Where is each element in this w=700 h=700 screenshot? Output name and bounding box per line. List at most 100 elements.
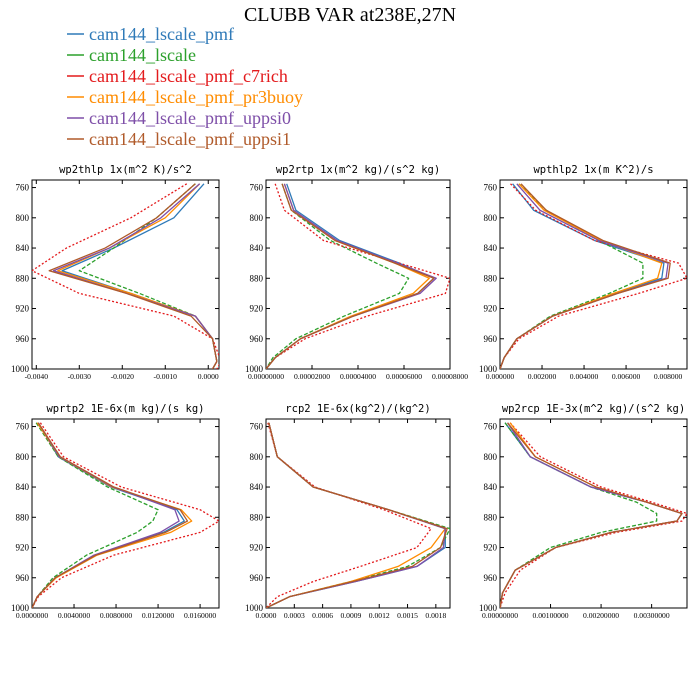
y-tick-label: 1000 (11, 364, 30, 374)
y-tick-label: 1000 (11, 603, 30, 613)
series-line (48, 183, 218, 369)
plot-frame (499, 179, 688, 370)
panel-title: wpthlp2 1x(m K^2)/s (533, 164, 653, 176)
series-line (500, 422, 683, 608)
chart-panel: wprtp2 1E-6x(m kg)/(s kg) 760 800 840 880 920… (11, 403, 220, 620)
y-tick-label: 880 (250, 512, 264, 522)
x-tick-label: 0.0160000 (184, 611, 216, 620)
legend-label: cam144_lscale (89, 45, 196, 65)
legend-entry: cam144_lscale_pmf_uppsi0 (67, 108, 291, 128)
series-line (266, 183, 437, 369)
x-tick-label: 0.002000 (528, 372, 557, 381)
x-tick-label: 0.0012 (369, 611, 390, 620)
x-tick-label: 0.00004000 (340, 372, 376, 381)
series-line (266, 183, 435, 369)
series-line (500, 183, 671, 369)
y-tick-label: 880 (484, 512, 498, 522)
y-tick-label: 840 (484, 482, 498, 492)
x-tick-label: 0.00200000 (583, 611, 619, 620)
legend-label: cam144_lscale_pmf_uppsi1 (89, 129, 291, 149)
y-tick-label: 800 (16, 213, 30, 223)
chart-panel: rcp2 1E-6x(kg^2)/(kg^2) 760 800 840 880 920 96… (245, 403, 451, 620)
x-tick-label: 0.0040000 (58, 611, 90, 620)
panel-title: wp2rtp 1x(m^2 kg)/(s^2 kg) (276, 164, 440, 176)
y-tick-label: 1000 (479, 603, 498, 613)
series-line (500, 183, 669, 369)
x-tick-label: 0.00002000 (294, 372, 330, 381)
legend-label: cam144_lscale_pmf_uppsi0 (89, 108, 291, 128)
x-tick-label: 0.0003 (284, 611, 305, 620)
y-tick-label: 760 (16, 422, 30, 432)
y-tick-label: 760 (250, 422, 264, 432)
y-tick-label: 1000 (245, 603, 264, 613)
series-line (32, 422, 219, 608)
x-tick-label: 0.00000000 (482, 611, 518, 620)
y-tick-label: 840 (250, 482, 264, 492)
series-line (32, 422, 189, 608)
series-line (32, 183, 219, 369)
y-tick-label: 840 (16, 243, 30, 253)
y-tick-label: 800 (16, 452, 30, 462)
series-line (266, 183, 410, 369)
chart-panel: wpthlp2 1x(m K^2)/s 760 800 840 880 920 960 100… (479, 164, 688, 381)
x-tick-label: 0.006000 (612, 372, 641, 381)
y-tick-label: 920 (16, 543, 30, 553)
y-tick-label: 840 (16, 482, 30, 492)
y-tick-label: 880 (16, 273, 30, 283)
y-tick-label: 840 (250, 243, 264, 253)
x-tick-label: -0.0010 (154, 372, 178, 381)
panel-title: wp2rcp 1E-3x(m^2 kg)/(s^2 kg) (502, 403, 685, 415)
series-line (500, 422, 683, 608)
legend-entry: cam144_lscale_pmf_pr3buoy (67, 87, 303, 107)
series-line (500, 183, 644, 369)
y-tick-label: 920 (484, 304, 498, 314)
y-tick-label: 880 (250, 273, 264, 283)
series-line (266, 422, 448, 608)
series-line (78, 183, 218, 369)
legend-label: cam144_lscale_pmf_pr3buoy (89, 87, 303, 107)
series-line (266, 183, 430, 369)
series-line (61, 183, 218, 369)
x-tick-label: 0.0018 (425, 611, 446, 620)
x-tick-label: 0.000000 (486, 372, 515, 381)
chart-panel: wp2rtp 1x(m^2 kg)/(s^2 kg) 760 800 840 880 92… (245, 164, 468, 381)
x-tick-label: 0.0000000 (16, 611, 48, 620)
x-tick-label: 0.008000 (654, 372, 683, 381)
series-line (32, 422, 159, 608)
y-tick-label: 840 (484, 243, 498, 253)
x-tick-label: 0.0015 (397, 611, 418, 620)
y-tick-label: 760 (484, 183, 498, 193)
panel-title: wp2thlp 1x(m^2 K)/s^2 (59, 164, 192, 176)
x-tick-label: 0.00100000 (533, 611, 569, 620)
y-tick-label: 880 (484, 273, 498, 283)
panel-title: rcp2 1E-6x(kg^2)/(kg^2) (285, 403, 430, 415)
plot-frame (31, 179, 220, 370)
y-tick-label: 920 (250, 543, 264, 553)
panels: wp2thlp 1x(m^2 K)/s^2 760 800 840 880 920 960 1… (11, 164, 688, 620)
y-tick-label: 920 (16, 304, 30, 314)
plot-frame (31, 418, 220, 609)
legend-label: cam144_lscale_pmf (89, 24, 234, 44)
legend-label: cam144_lscale_pmf_c7rich (89, 66, 288, 86)
y-tick-label: 960 (484, 573, 498, 583)
y-tick-label: 880 (16, 512, 30, 522)
series-line (266, 183, 435, 369)
legend: cam144_lscale_pmf cam144_lscale cam144_l… (67, 24, 303, 149)
x-tick-label: 0.00000000 (248, 372, 284, 381)
series-line (500, 183, 663, 369)
chart-panel: wp2thlp 1x(m^2 K)/s^2 760 800 840 880 920 960 1… (11, 164, 220, 381)
series-line (500, 183, 687, 369)
series-line (500, 422, 683, 608)
y-tick-label: 960 (250, 334, 264, 344)
y-tick-label: 960 (250, 573, 264, 583)
series-line (57, 183, 218, 369)
y-tick-label: 760 (16, 183, 30, 193)
x-tick-label: 0.0009 (340, 611, 361, 620)
x-tick-label: 0.0080000 (100, 611, 132, 620)
y-tick-label: 960 (16, 573, 30, 583)
legend-entry: cam144_lscale_pmf_c7rich (67, 66, 288, 86)
chart-panel: wp2rcp 1E-3x(m^2 kg)/(s^2 kg) 760 800 840 88… (479, 403, 688, 620)
x-tick-label: 0.0120000 (142, 611, 174, 620)
y-tick-label: 960 (484, 334, 498, 344)
